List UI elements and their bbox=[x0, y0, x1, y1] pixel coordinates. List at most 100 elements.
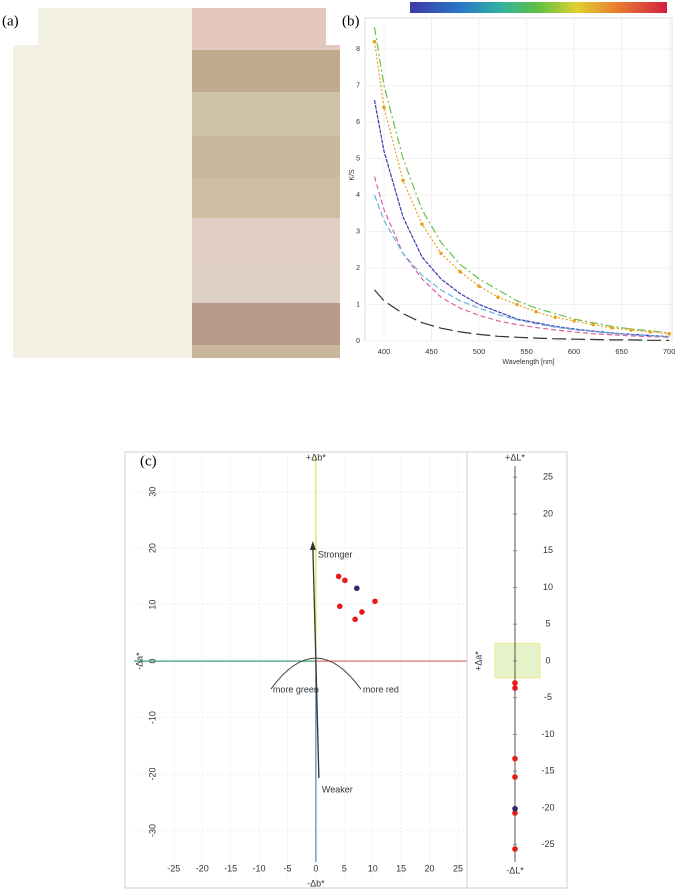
swatch-photo bbox=[13, 8, 340, 358]
axis-label: +Δa* bbox=[473, 651, 483, 671]
panel-label: (a) bbox=[2, 13, 19, 29]
curve-marker bbox=[477, 284, 481, 289]
y-tick-label: -20 bbox=[147, 768, 157, 781]
x-tick-label: 15 bbox=[396, 863, 406, 873]
sample-point bbox=[512, 805, 518, 812]
curve bbox=[373, 99, 670, 338]
x-tick-label: 0 bbox=[313, 863, 318, 873]
swatch bbox=[192, 45, 340, 50]
x-tick-label: 700 bbox=[663, 347, 676, 356]
curve-marker bbox=[382, 105, 386, 110]
axis-label: +ΔL* bbox=[505, 452, 525, 462]
curve-marker bbox=[439, 251, 443, 256]
x-tick-label: 450 bbox=[425, 347, 438, 356]
sample-point bbox=[352, 616, 358, 623]
y-tick-label: 5 bbox=[545, 619, 550, 629]
x-tick-label: 600 bbox=[568, 347, 581, 356]
y-tick-label: -10 bbox=[147, 711, 157, 724]
y-tick-label: 8 bbox=[356, 46, 360, 53]
x-tick-label: -15 bbox=[224, 863, 237, 873]
swatch bbox=[192, 50, 340, 92]
swatch bbox=[192, 136, 340, 178]
axis-label: -Δb* bbox=[307, 878, 325, 888]
y-tick-label: 10 bbox=[543, 582, 553, 592]
x-tick-label: 400 bbox=[378, 347, 391, 356]
annotation: more red bbox=[363, 684, 399, 694]
x-tick-label: 20 bbox=[425, 863, 435, 873]
x-tick-label: -25 bbox=[167, 863, 180, 873]
y-tick-label: 0 bbox=[356, 338, 360, 345]
panel-label: (c) bbox=[140, 453, 157, 469]
curve bbox=[373, 176, 670, 338]
y-tick-label: 4 bbox=[356, 192, 360, 199]
axis-label: +Δb* bbox=[306, 452, 326, 462]
curve-marker bbox=[496, 295, 500, 299]
y-tick-label: 20 bbox=[543, 508, 553, 518]
curve-marker bbox=[610, 326, 614, 330]
curve-marker bbox=[420, 222, 424, 226]
plot-area bbox=[364, 17, 673, 342]
stronger-arrow bbox=[312, 547, 317, 662]
y-tick-label: 25 bbox=[543, 472, 553, 482]
sample-point bbox=[354, 585, 360, 592]
swatch bbox=[192, 218, 340, 262]
plot-frame bbox=[124, 451, 568, 889]
swatch bbox=[192, 262, 340, 303]
curve bbox=[373, 27, 670, 334]
y-tick-label: -15 bbox=[541, 766, 554, 776]
curve-marker bbox=[515, 302, 519, 307]
y-tick-label: -5 bbox=[544, 692, 552, 702]
sample-point bbox=[335, 573, 342, 580]
y-tick-label: 1 bbox=[356, 301, 360, 308]
y-tick-label: -25 bbox=[541, 839, 554, 849]
curve-marker bbox=[572, 319, 576, 323]
sample-point bbox=[512, 810, 518, 816]
curve-marker bbox=[648, 330, 652, 334]
curve bbox=[373, 194, 670, 338]
y-tick-label: 10 bbox=[147, 600, 157, 610]
curve-marker bbox=[534, 309, 538, 314]
spectrum-bar bbox=[410, 2, 667, 13]
x-tick-label: 650 bbox=[615, 347, 628, 356]
y-tick-label: -30 bbox=[147, 824, 157, 837]
swatch bbox=[192, 303, 340, 345]
curve-marker bbox=[591, 322, 595, 327]
panel-label: (b) bbox=[342, 13, 360, 29]
sample-point bbox=[512, 680, 518, 686]
sample-point bbox=[359, 609, 365, 615]
y-tick-label: 7 bbox=[356, 82, 360, 89]
sample-point bbox=[512, 685, 518, 691]
y-axis-label: K/S bbox=[349, 169, 356, 181]
sample-point bbox=[336, 603, 343, 610]
y-tick-label: 5 bbox=[356, 155, 360, 162]
annotation: Stronger bbox=[318, 549, 353, 559]
curve-marker bbox=[629, 328, 633, 332]
swatch bbox=[38, 8, 192, 48]
sample-point bbox=[512, 846, 518, 852]
curve-marker bbox=[553, 315, 557, 320]
y-tick-label: 0 bbox=[545, 655, 550, 665]
weaker-line bbox=[315, 661, 320, 779]
sample-point bbox=[512, 755, 518, 762]
swatch bbox=[192, 8, 326, 48]
y-tick-label: 15 bbox=[543, 545, 553, 555]
sample-point bbox=[512, 774, 518, 780]
sample-point bbox=[342, 577, 348, 584]
swatch bbox=[192, 92, 340, 136]
curve-marker bbox=[372, 39, 377, 44]
curve bbox=[374, 289, 670, 341]
y-tick-label: 2 bbox=[356, 265, 360, 272]
sample-point bbox=[372, 598, 378, 605]
x-tick-label: 500 bbox=[473, 347, 486, 356]
curve-marker bbox=[401, 178, 405, 183]
x-tick-label: -20 bbox=[196, 863, 209, 873]
swatch bbox=[13, 45, 192, 358]
annotation: Weaker bbox=[322, 784, 353, 794]
axis-label: -Δa* bbox=[134, 652, 144, 670]
tolerance-band bbox=[494, 642, 541, 679]
curve-marker bbox=[458, 269, 462, 274]
y-tick-label: -10 bbox=[541, 729, 554, 739]
x-axis-label: Wavelength [nm] bbox=[502, 359, 554, 366]
swatch bbox=[192, 178, 340, 218]
